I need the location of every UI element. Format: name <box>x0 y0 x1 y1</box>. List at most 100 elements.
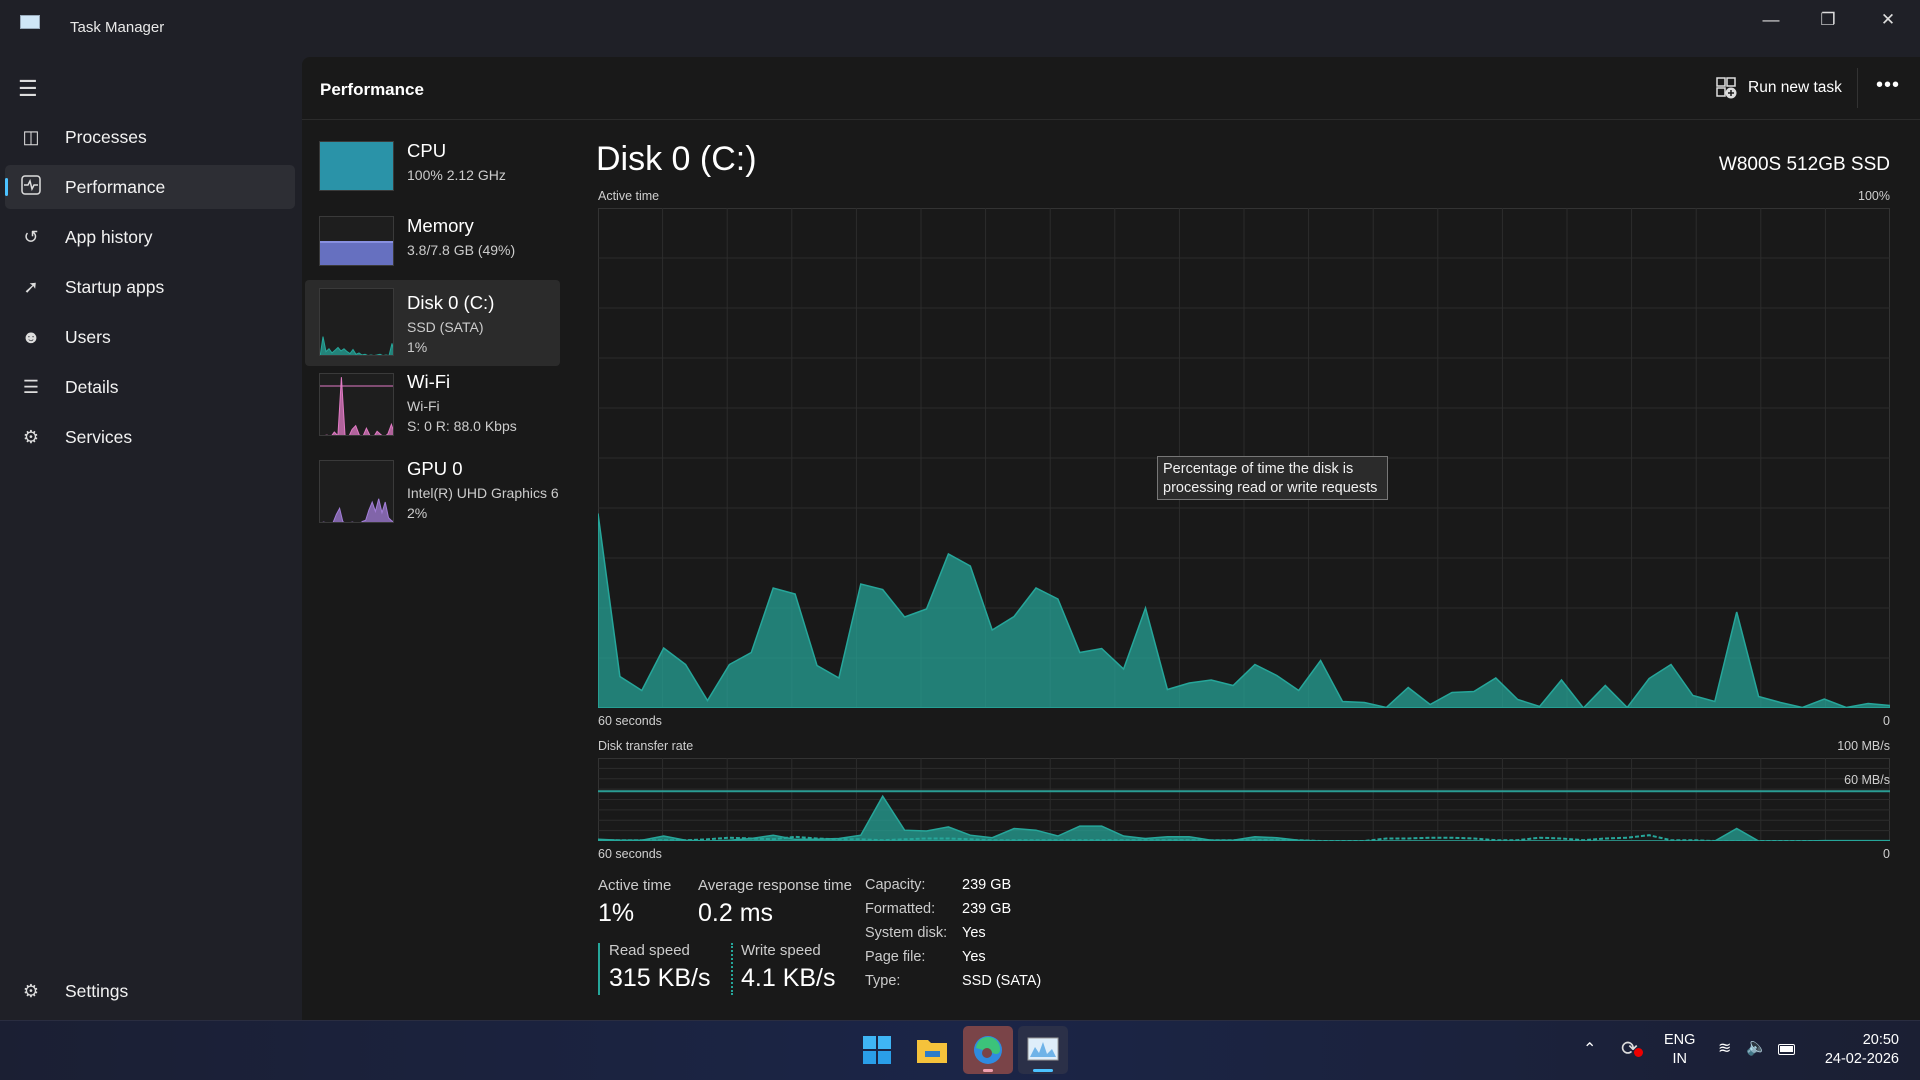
edge-button[interactable] <box>963 1026 1013 1074</box>
prop-label: Page file: <box>865 949 926 965</box>
nav-label: Services <box>65 426 133 447</box>
services-icon: ⚙ <box>22 426 40 447</box>
resource-detail: Wi-Fi <box>407 398 440 414</box>
run-new-task-button[interactable]: Run new task <box>1716 74 1842 102</box>
resource-name: GPU 0 <box>407 458 463 479</box>
chart1-xlabel-right: 0 <box>1883 714 1890 728</box>
resource-detail-2: 2% <box>407 505 428 521</box>
gear-icon: ⚙ <box>22 980 40 1001</box>
nav-label: Startup apps <box>65 276 165 297</box>
chart2-scale-label: 60 MB/s <box>1844 773 1890 787</box>
write-speed-value: 4.1 KB/s <box>741 964 836 992</box>
nav-users[interactable]: ☻ Users <box>5 315 295 359</box>
prop-value: SSD (SATA) <box>962 973 1042 989</box>
resource-gpu-0[interactable]: GPU 0 Intel(R) UHD Graphics 6 2% <box>305 453 560 539</box>
chart2-title: Disk transfer rate <box>598 739 694 753</box>
resource-name: Disk 0 (C:) <box>407 292 495 313</box>
resource-detail-2: S: 0 R: 88.0 Kbps <box>407 418 517 434</box>
battery-icon[interactable] <box>1778 1044 1795 1055</box>
sync-icon[interactable]: ⟳ <box>1621 1036 1643 1061</box>
page-title: Performance <box>320 80 424 99</box>
transfer-rate-chart <box>598 758 1890 841</box>
resource-memory[interactable]: Memory 3.8/7.8 GB (49%) <box>305 209 560 295</box>
resource-detail: 100% 2.12 GHz <box>407 167 506 183</box>
folder-icon <box>917 1040 947 1063</box>
window-title: Task Manager <box>70 19 165 36</box>
read-speed-label: Read speed <box>609 942 690 959</box>
language-indicator[interactable]: ENG IN <box>1664 1031 1695 1069</box>
prop-value: Yes <box>962 949 986 965</box>
resource-thumbnail <box>319 373 394 436</box>
windows-logo-icon <box>863 1036 891 1064</box>
hamburger-menu-icon[interactable]: ☰ <box>18 76 38 101</box>
resource-disk-0-c-[interactable]: Disk 0 (C:) SSD (SATA) 1% <box>305 280 560 366</box>
resource-thumbnail <box>319 288 394 356</box>
nav-label: App history <box>65 226 153 247</box>
performance-icon <box>19 174 43 200</box>
nav-processes[interactable]: ◫ Processes <box>5 115 295 159</box>
nav-label: Performance <box>65 176 166 197</box>
restore-button[interactable]: ❐ <box>1820 10 1836 29</box>
clock-time: 20:50 <box>1862 1032 1899 1048</box>
resource-thumbnail <box>319 141 394 191</box>
lang-line1: ENG <box>1664 1032 1696 1048</box>
avg-response-value: 0.2 ms <box>698 899 774 927</box>
taskbar <box>0 1020 1920 1080</box>
startup-icon: ➚ <box>23 276 39 297</box>
chart2-xlabel-left: 60 seconds <box>598 847 662 861</box>
minimize-button[interactable]: — <box>1762 10 1780 29</box>
chart2-ymax: 100 MB/s <box>1837 739 1890 753</box>
wifi-icon[interactable]: ≋ <box>1718 1040 1732 1057</box>
task-manager-app-icon <box>20 15 40 29</box>
resource-name: Wi-Fi <box>407 371 451 392</box>
resource-detail-2: 1% <box>407 339 428 355</box>
resource-wi-fi[interactable]: Wi-Fi Wi-Fi S: 0 R: 88.0 Kbps <box>305 366 560 452</box>
prop-label: Type: <box>865 973 901 989</box>
prop-value: 239 GB <box>962 877 1012 893</box>
show-hidden-icons-chevron-icon[interactable]: ⌃ <box>1583 1041 1597 1058</box>
clock[interactable]: 20:50 24-02-2026 <box>1825 1031 1899 1069</box>
resource-detail: SSD (SATA) <box>407 319 484 335</box>
resource-detail: 3.8/7.8 GB (49%) <box>407 242 516 258</box>
active-time-chart <box>598 208 1890 708</box>
chart1-title: Active time <box>598 189 660 203</box>
prop-value: 239 GB <box>962 901 1012 917</box>
nav-performance[interactable]: Performance <box>5 165 295 209</box>
write-legend-line <box>731 943 733 995</box>
disk-model: W800S 512GB SSD <box>1718 154 1890 175</box>
resource-cpu[interactable]: CPU 100% 2.12 GHz <box>305 134 560 220</box>
clock-date: 24-02-2026 <box>1824 1051 1899 1067</box>
resource-name: Memory <box>407 215 474 236</box>
nav-settings[interactable]: ⚙ Settings <box>5 969 295 1013</box>
toolbar-separator <box>1857 68 1858 108</box>
volume-icon[interactable]: 🔈 <box>1746 1037 1768 1056</box>
details-icon: ☰ <box>22 376 40 397</box>
prop-value: Yes <box>962 925 986 941</box>
nav-startup-apps[interactable]: ➚ Startup apps <box>5 265 295 309</box>
nav-services[interactable]: ⚙ Services <box>5 415 295 459</box>
file-explorer-button[interactable] <box>907 1026 957 1074</box>
nav-label: Users <box>65 326 111 347</box>
close-button[interactable]: ✕ <box>1880 10 1896 29</box>
resource-detail: Intel(R) UHD Graphics 6 <box>407 485 559 501</box>
processes-icon: ◫ <box>22 126 40 147</box>
write-speed-label: Write speed <box>741 942 821 959</box>
nav-details[interactable]: ☰ Details <box>5 365 295 409</box>
read-legend-line <box>598 943 600 995</box>
start-button[interactable] <box>852 1026 902 1074</box>
lang-line2: IN <box>1672 1051 1687 1067</box>
history-icon: ↺ <box>23 226 39 247</box>
chart1-xlabel-left: 60 seconds <box>598 714 662 728</box>
resource-thumbnail <box>319 460 394 523</box>
prop-label: Formatted: <box>865 901 936 917</box>
edge-icon <box>974 1036 1002 1064</box>
run-new-task-label: Run new task <box>1748 79 1842 96</box>
prop-label: System disk: <box>865 925 948 941</box>
task-manager-taskbar-button[interactable] <box>1018 1026 1068 1074</box>
chart-tooltip: Percentage of time the disk is processin… <box>1157 456 1388 500</box>
nav-app-history[interactable]: ↺ App history <box>5 215 295 259</box>
prop-label: Capacity: <box>865 877 926 893</box>
more-options-button[interactable]: ••• <box>1875 74 1900 96</box>
nav-settings-label: Settings <box>65 980 129 1001</box>
nav-label: Details <box>65 376 119 397</box>
